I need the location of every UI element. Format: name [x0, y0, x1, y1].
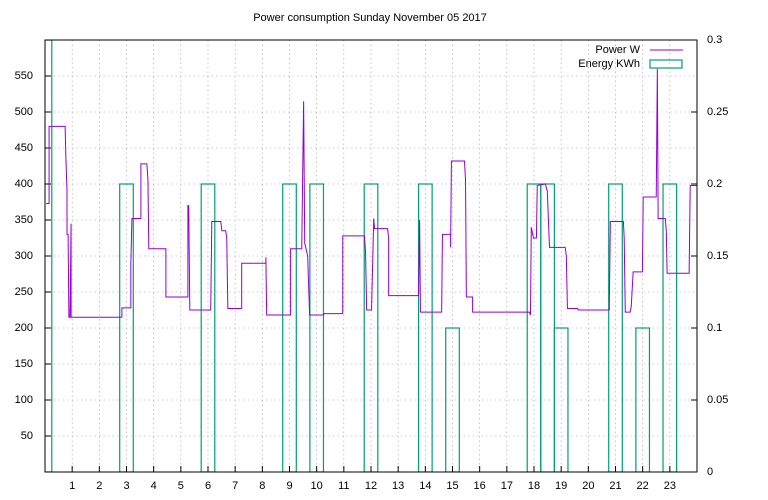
x-tick-label: 7 — [232, 480, 238, 492]
x-tick-label: 8 — [259, 480, 265, 492]
y2-tick-label: 0.25 — [707, 106, 728, 118]
y2-tick-label: 0 — [707, 466, 713, 478]
legend-swatch — [649, 59, 683, 69]
y2-tick-label: 0.15 — [707, 250, 728, 262]
x-tick-label: 22 — [637, 480, 649, 492]
x-tick-label: 9 — [286, 480, 292, 492]
energy-box — [417, 183, 433, 472]
energy-box — [540, 183, 555, 472]
x-tick-label: 3 — [123, 480, 129, 492]
power-line — [46, 68, 697, 318]
y-tick-label: 500 — [15, 106, 33, 118]
x-tick-label: 1 — [69, 480, 75, 492]
y-tick-label: 450 — [15, 142, 33, 154]
y-tick-label: 200 — [15, 322, 33, 334]
x-tick-label: 14 — [419, 480, 431, 492]
y-tick-label: 150 — [15, 358, 33, 370]
y2-tick-label: 0.05 — [707, 394, 728, 406]
energy-box — [200, 183, 216, 472]
y-tick-label: 300 — [15, 250, 33, 262]
x-tick-label: 12 — [365, 480, 377, 492]
energy-box — [119, 183, 134, 472]
x-tick-label: 23 — [664, 480, 676, 492]
plot-area — [45, 40, 697, 472]
x-tick-label: 16 — [474, 480, 486, 492]
x-tick-label: 4 — [151, 480, 157, 492]
legend-label: Energy KWh — [578, 58, 640, 70]
x-tick-label: 13 — [392, 480, 404, 492]
energy-box — [635, 327, 651, 472]
x-tick-label: 21 — [609, 480, 621, 492]
x-tick-label: 11 — [338, 480, 349, 492]
energy-box — [282, 183, 297, 472]
y2-tick-label: 0.2 — [707, 178, 722, 190]
x-tick-label: 15 — [446, 480, 458, 492]
x-tick-label: 20 — [582, 480, 594, 492]
energy-box — [553, 327, 569, 472]
energy-box — [608, 183, 623, 472]
y-tick-label: 400 — [15, 178, 33, 190]
energy-box — [662, 183, 678, 472]
x-tick-label: 10 — [311, 480, 323, 492]
plot-border — [44, 39, 698, 473]
x-tick-label: 18 — [528, 480, 540, 492]
y-tick-label: 550 — [15, 70, 33, 82]
x-tick-label: 6 — [205, 480, 211, 492]
y-tick-label: 100 — [15, 394, 33, 406]
x-tick-label: 5 — [178, 480, 184, 492]
y2-tick-label: 0.1 — [707, 322, 722, 334]
y-tick-label: 250 — [15, 286, 33, 298]
x-tick-label: 2 — [96, 480, 102, 492]
x-tick-label: 17 — [501, 480, 513, 492]
energy-box — [45, 40, 53, 472]
energy-box — [445, 327, 460, 472]
chart-title: Power consumption Sunday November 05 201… — [253, 12, 487, 24]
legend-label: Power W — [595, 44, 640, 56]
y-tick-label: 50 — [21, 430, 33, 442]
x-tick-label: 19 — [555, 480, 567, 492]
energy-box — [363, 183, 379, 472]
energy-box — [309, 183, 325, 472]
y2-tick-label: 0.3 — [707, 34, 722, 46]
y-tick-label: 350 — [15, 214, 33, 226]
